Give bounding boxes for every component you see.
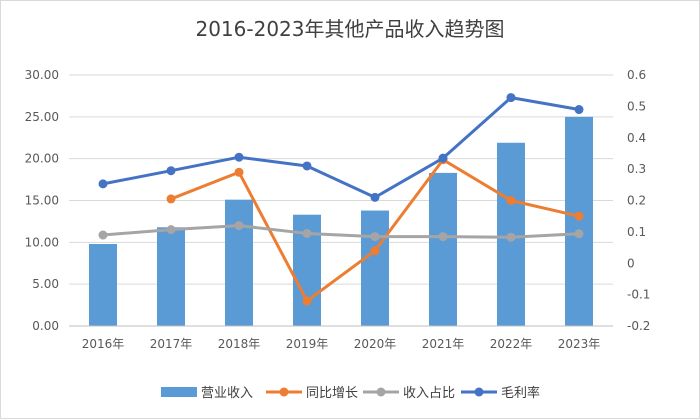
x-axis-tick-label: 2022年 bbox=[490, 337, 533, 351]
point-毛利率 bbox=[98, 179, 108, 189]
point-同比增长 bbox=[506, 196, 516, 205]
left-axis-tick-label: 15.00 bbox=[25, 194, 59, 208]
point-毛利率 bbox=[166, 166, 176, 176]
point-毛利率 bbox=[302, 161, 312, 171]
bar-2018年 bbox=[225, 199, 253, 326]
x-axis-tick-label: 2023年 bbox=[558, 337, 601, 351]
point-同比增长 bbox=[302, 296, 312, 306]
point-收入占比 bbox=[506, 232, 516, 242]
legend-marker-收入占比 bbox=[376, 387, 386, 397]
legend-marker-同比增长 bbox=[279, 387, 289, 397]
point-毛利率 bbox=[506, 93, 516, 103]
point-同比增长 bbox=[234, 167, 244, 177]
right-axis-tick-label: -0.2 bbox=[627, 319, 650, 333]
right-axis-tick-label: 0.2 bbox=[627, 194, 646, 208]
left-axis-tick-label: 25.00 bbox=[25, 110, 59, 124]
point-毛利率 bbox=[438, 153, 448, 163]
right-axis-tick-label: 0.3 bbox=[627, 162, 646, 176]
series-line-毛利率 bbox=[102, 96, 580, 199]
left-axis-tick-label: 30.00 bbox=[25, 68, 59, 82]
left-axis-tick-label: 0.00 bbox=[32, 319, 59, 333]
x-axis-tick-label: 2016年 bbox=[82, 337, 125, 351]
bar-2020年 bbox=[361, 210, 389, 326]
point-同比增长 bbox=[370, 246, 380, 256]
point-毛利率 bbox=[574, 105, 584, 115]
legend-swatch-营业收入 bbox=[161, 387, 197, 397]
point-收入占比 bbox=[370, 232, 380, 242]
point-收入占比 bbox=[166, 225, 176, 235]
x-axis-tick-label: 2021年 bbox=[422, 337, 465, 351]
point-同比增长 bbox=[166, 194, 176, 204]
series-line-收入占比 bbox=[102, 224, 580, 239]
right-axis-tick-label: 0.6 bbox=[627, 68, 646, 82]
bar-2017年 bbox=[157, 227, 185, 326]
legend-marker-毛利率 bbox=[474, 387, 484, 397]
x-axis-tick-label: 2017年 bbox=[150, 337, 193, 351]
right-axis-tick-label: 0 bbox=[627, 256, 635, 270]
bar-2023年 bbox=[565, 116, 593, 326]
right-axis-tick-label: -0.1 bbox=[627, 288, 650, 302]
point-毛利率 bbox=[370, 192, 380, 202]
left-axis-tick-label: 5.00 bbox=[32, 277, 59, 291]
point-收入占比 bbox=[98, 230, 108, 240]
bar-2016年 bbox=[89, 244, 117, 326]
point-收入占比 bbox=[438, 232, 448, 242]
x-axis-tick-label: 2018年 bbox=[218, 337, 261, 351]
point-收入占比 bbox=[574, 229, 584, 239]
point-毛利率 bbox=[234, 152, 244, 162]
left-axis-tick-label: 20.00 bbox=[25, 152, 59, 166]
left-axis-tick-label: 10.00 bbox=[25, 235, 59, 249]
legend-label: 同比增长 bbox=[306, 386, 358, 401]
bar-2021年 bbox=[429, 172, 457, 326]
x-axis-tick-label: 2020年 bbox=[354, 337, 397, 351]
x-axis-tick-label: 2019年 bbox=[286, 337, 329, 351]
legend-label: 收入占比 bbox=[403, 386, 455, 401]
legend-label: 营业收入 bbox=[201, 386, 253, 401]
right-axis-tick-label: 0.1 bbox=[627, 225, 646, 239]
legend-label: 毛利率 bbox=[501, 385, 540, 401]
point-收入占比 bbox=[234, 221, 244, 231]
right-axis-tick-label: 0.5 bbox=[627, 99, 646, 113]
point-收入占比 bbox=[302, 228, 312, 238]
chart-title: 2016-2023年其他产品收入趋势图 bbox=[195, 17, 505, 41]
right-axis-tick-label: 0.4 bbox=[627, 131, 646, 145]
point-同比增长 bbox=[574, 211, 584, 221]
